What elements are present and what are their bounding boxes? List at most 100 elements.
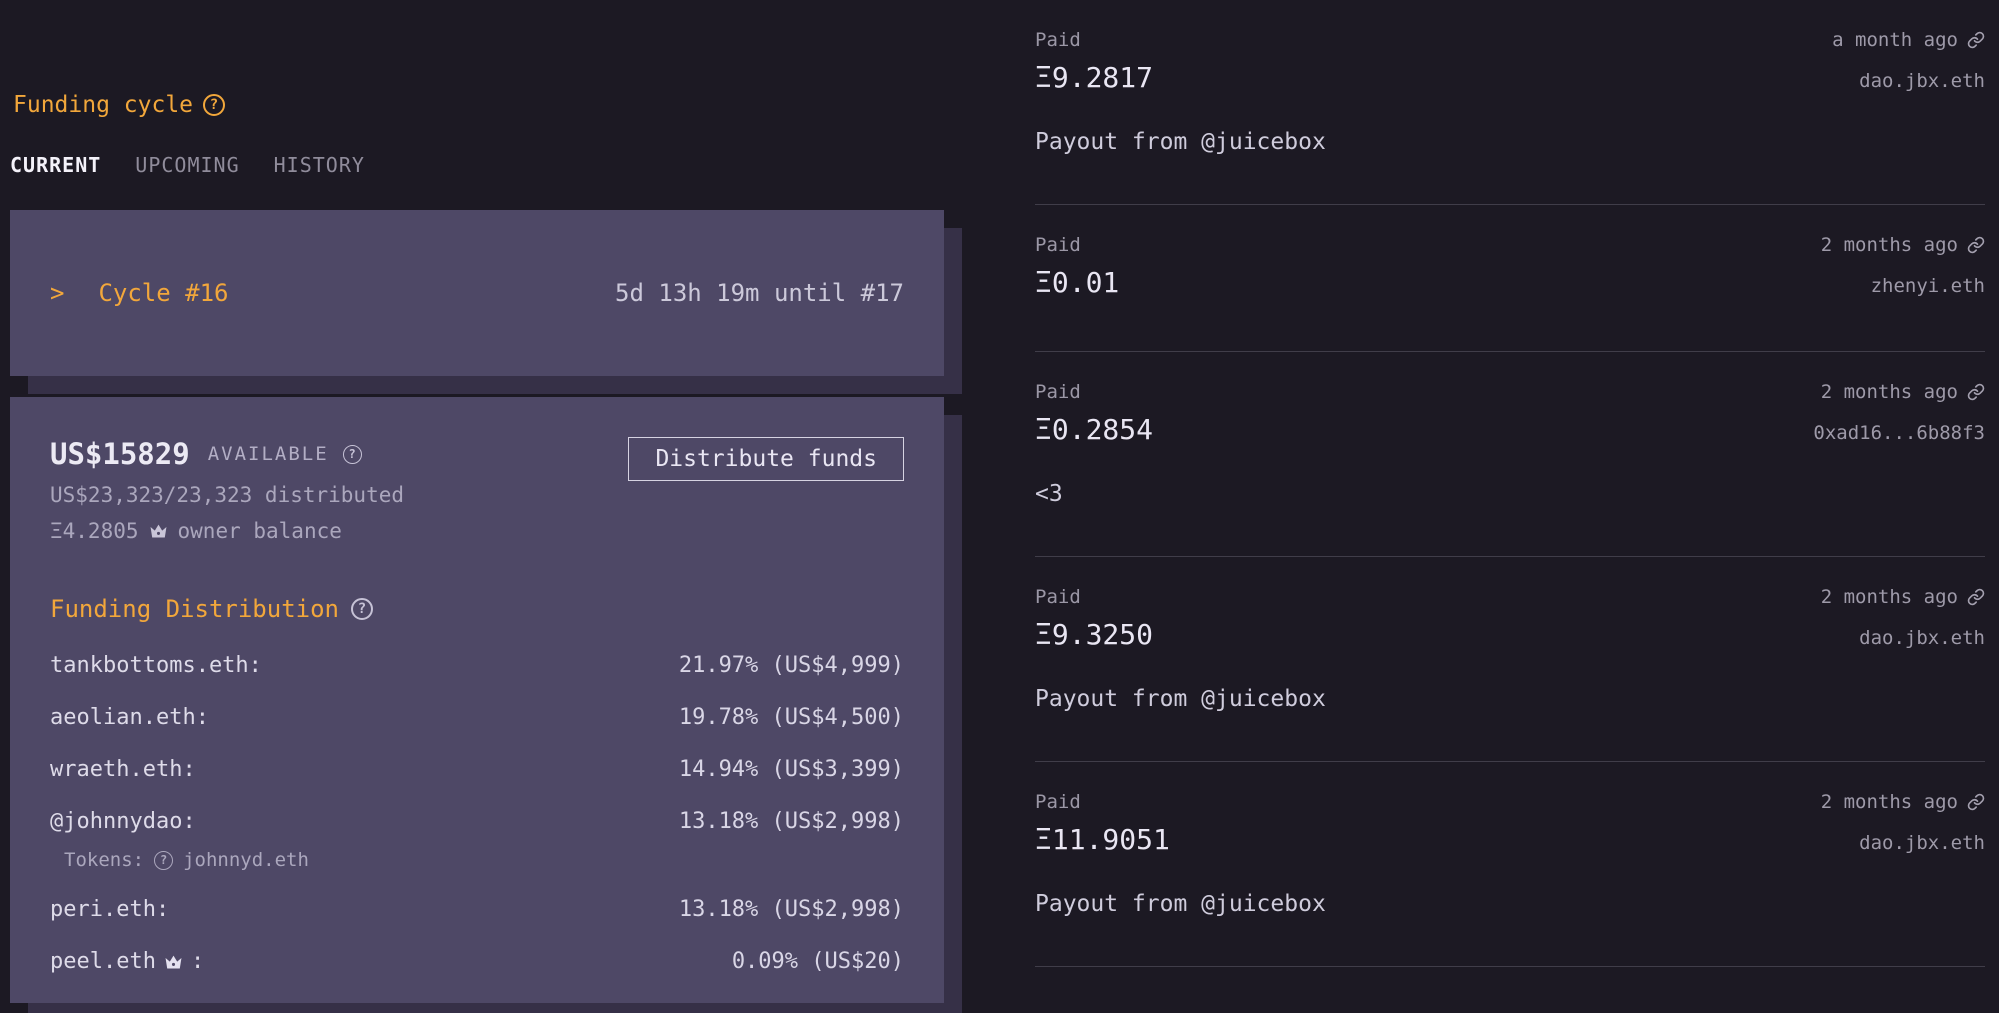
payee-name[interactable]: peri.eth: bbox=[50, 897, 170, 922]
tab-upcoming[interactable]: UPCOMING bbox=[135, 153, 240, 177]
entry-timestamp[interactable]: 2 months ago bbox=[1821, 788, 1985, 816]
payee-share: 0.09% (US$20) bbox=[731, 949, 904, 974]
entry-note: Payout from @juicebox bbox=[1035, 686, 1326, 712]
payment-entry: Paid Ξ9.3250 Payout from @juicebox 2 mon… bbox=[1035, 557, 1985, 762]
funding-cycle-title: Funding cycle ? bbox=[13, 92, 226, 118]
entry-right: 2 months ago 0xad16...6b88f3 bbox=[1813, 378, 1985, 510]
entry-right: 2 months ago zhenyi.eth bbox=[1821, 231, 1985, 305]
tab-current[interactable]: CURRENT bbox=[10, 153, 102, 177]
entry-right: a month ago dao.jbx.eth bbox=[1832, 26, 1985, 158]
distribution-row: wraeth.eth: 14.94% (US$3,399) bbox=[50, 755, 904, 785]
available-label: AVAILABLE bbox=[207, 443, 329, 465]
entry-timestamp[interactable]: 2 months ago bbox=[1821, 231, 1985, 259]
timestamp-text: 2 months ago bbox=[1820, 381, 1958, 403]
funding-cycle-section: Funding cycle ? CURRENT UPCOMING HISTORY… bbox=[10, 92, 944, 1003]
entry-right: 2 months ago dao.jbx.eth bbox=[1821, 788, 1985, 920]
chevron-right-icon[interactable]: > bbox=[50, 279, 65, 307]
entry-timestamp[interactable]: a month ago bbox=[1832, 26, 1985, 54]
entry-note: Payout from @juicebox bbox=[1035, 891, 1326, 917]
funding-distribution-title-text: Funding Distribution bbox=[50, 595, 339, 623]
available-block: US$15829 AVAILABLE ? US$23,323/23,323 di… bbox=[50, 437, 404, 543]
tokens-label: Tokens: bbox=[64, 849, 145, 871]
payee-share: 19.78% (US$4,500) bbox=[678, 705, 904, 730]
payee-name[interactable]: peel.eth : bbox=[50, 947, 204, 977]
entry-left: Paid Ξ0.2854 <3 bbox=[1035, 378, 1153, 510]
crown-icon bbox=[149, 522, 168, 541]
help-icon[interactable]: ? bbox=[154, 850, 174, 870]
entry-note: Payout from @juicebox bbox=[1035, 129, 1326, 155]
entry-left: Paid Ξ11.9051 Payout from @juicebox bbox=[1035, 788, 1326, 920]
current-cycle-card[interactable]: > Cycle #16 5d 13h 19m until #17 bbox=[10, 210, 944, 376]
payee-share: 14.94% (US$3,399) bbox=[678, 757, 904, 782]
distribution-row: peri.eth: 13.18% (US$2,998) bbox=[50, 895, 904, 925]
entry-payer[interactable]: 0xad16...6b88f3 bbox=[1813, 422, 1985, 444]
available-row: US$15829 AVAILABLE ? bbox=[50, 437, 404, 471]
timestamp-text: 2 months ago bbox=[1820, 791, 1958, 813]
distribution-row: aeolian.eth: 19.78% (US$4,500) bbox=[50, 703, 904, 733]
entry-left: Paid Ξ9.2817 Payout from @juicebox bbox=[1035, 26, 1326, 158]
distribution-row: tankbottoms.eth: 21.97% (US$4,999) bbox=[50, 651, 904, 681]
timestamp-text: a month ago bbox=[1832, 29, 1958, 51]
payee-name-text: peel.eth bbox=[50, 949, 156, 974]
entry-left: Paid Ξ9.3250 Payout from @juicebox bbox=[1035, 583, 1326, 715]
entry-left: Paid Ξ0.01 bbox=[1035, 231, 1119, 305]
payee-share: 21.97% (US$4,999) bbox=[678, 653, 904, 678]
entry-payer[interactable]: zhenyi.eth bbox=[1870, 275, 1985, 297]
timestamp-text: 2 months ago bbox=[1820, 234, 1958, 256]
distribution-row: peel.eth : 0.09% (US$20) bbox=[50, 947, 904, 977]
tokens-value[interactable]: johnnyd.eth bbox=[183, 849, 309, 871]
entry-timestamp[interactable]: 2 months ago bbox=[1813, 378, 1985, 406]
entry-amount: Ξ9.2817 bbox=[1035, 61, 1154, 94]
entry-amount: Ξ9.3250 bbox=[1035, 618, 1154, 651]
entry-amount: Ξ0.2854 bbox=[1035, 413, 1154, 446]
entry-payer[interactable]: dao.jbx.eth bbox=[1859, 70, 1985, 92]
owner-balance-line: Ξ4.2805 owner balance bbox=[50, 519, 404, 543]
payee-name[interactable]: @johnnydao: bbox=[50, 809, 196, 834]
tx-link-icon[interactable] bbox=[1967, 588, 1985, 606]
cycle-countdown: 5d 13h 19m until #17 bbox=[615, 279, 904, 307]
entry-action: Paid bbox=[1035, 381, 1081, 403]
timestamp-text: 2 months ago bbox=[1820, 586, 1958, 608]
payment-entry: Paid Ξ9.2817 Payout from @juicebox a mon… bbox=[1035, 0, 1985, 205]
tab-history[interactable]: HISTORY bbox=[273, 153, 365, 177]
help-icon[interactable]: ? bbox=[342, 444, 362, 464]
crown-icon bbox=[164, 953, 183, 972]
owner-balance-label: owner balance bbox=[177, 519, 342, 543]
cycle-details-card: US$15829 AVAILABLE ? US$23,323/23,323 di… bbox=[10, 397, 944, 1003]
owner-balance-amount: Ξ4.2805 bbox=[50, 519, 139, 543]
cycle-number: Cycle #16 bbox=[98, 279, 229, 307]
available-amount: US$15829 bbox=[50, 437, 190, 471]
distribution-row: @johnnydao: 13.18% (US$2,998) bbox=[50, 807, 904, 837]
entry-amount: Ξ11.9051 bbox=[1035, 823, 1170, 856]
payee-name-suffix: : bbox=[190, 949, 205, 974]
tx-link-icon[interactable] bbox=[1967, 31, 1985, 49]
entry-note: <3 bbox=[1035, 481, 1063, 507]
tx-link-icon[interactable] bbox=[1967, 793, 1985, 811]
payee-share: 13.18% (US$2,998) bbox=[678, 897, 904, 922]
entry-payer[interactable]: dao.jbx.eth bbox=[1859, 627, 1985, 649]
payee-name[interactable]: wraeth.eth: bbox=[50, 757, 196, 782]
entry-payer[interactable]: dao.jbx.eth bbox=[1859, 832, 1985, 854]
entry-action: Paid bbox=[1035, 791, 1081, 813]
payee-name[interactable]: aeolian.eth: bbox=[50, 705, 209, 730]
payee-name[interactable]: tankbottoms.eth: bbox=[50, 653, 262, 678]
funding-cycle-title-text: Funding cycle bbox=[13, 92, 194, 118]
tx-link-icon[interactable] bbox=[1967, 383, 1985, 401]
distributed-line: US$23,323/23,323 distributed bbox=[50, 483, 405, 507]
distribution-list: tankbottoms.eth: 21.97% (US$4,999) aeoli… bbox=[50, 651, 904, 977]
details-header: US$15829 AVAILABLE ? US$23,323/23,323 di… bbox=[50, 437, 904, 543]
tx-link-icon[interactable] bbox=[1967, 236, 1985, 254]
funding-distribution-title: Funding Distribution ? bbox=[50, 595, 904, 623]
payment-entry: Paid Ξ0.01 2 months ago zhenyi.eth bbox=[1035, 205, 1985, 352]
help-icon[interactable]: ? bbox=[350, 598, 373, 620]
activity-feed: Paid Ξ9.2817 Payout from @juicebox a mon… bbox=[1035, 0, 1985, 967]
entry-right: 2 months ago dao.jbx.eth bbox=[1821, 583, 1985, 715]
payment-entry: Paid Ξ0.2854 <3 2 months ago 0xad16...6b… bbox=[1035, 352, 1985, 557]
entry-action: Paid bbox=[1035, 234, 1081, 256]
cycle-card-left: > Cycle #16 bbox=[50, 279, 229, 307]
entry-action: Paid bbox=[1035, 586, 1081, 608]
distribute-funds-button[interactable]: Distribute funds bbox=[628, 437, 904, 481]
entry-timestamp[interactable]: 2 months ago bbox=[1821, 583, 1985, 611]
help-icon[interactable]: ? bbox=[203, 94, 226, 116]
